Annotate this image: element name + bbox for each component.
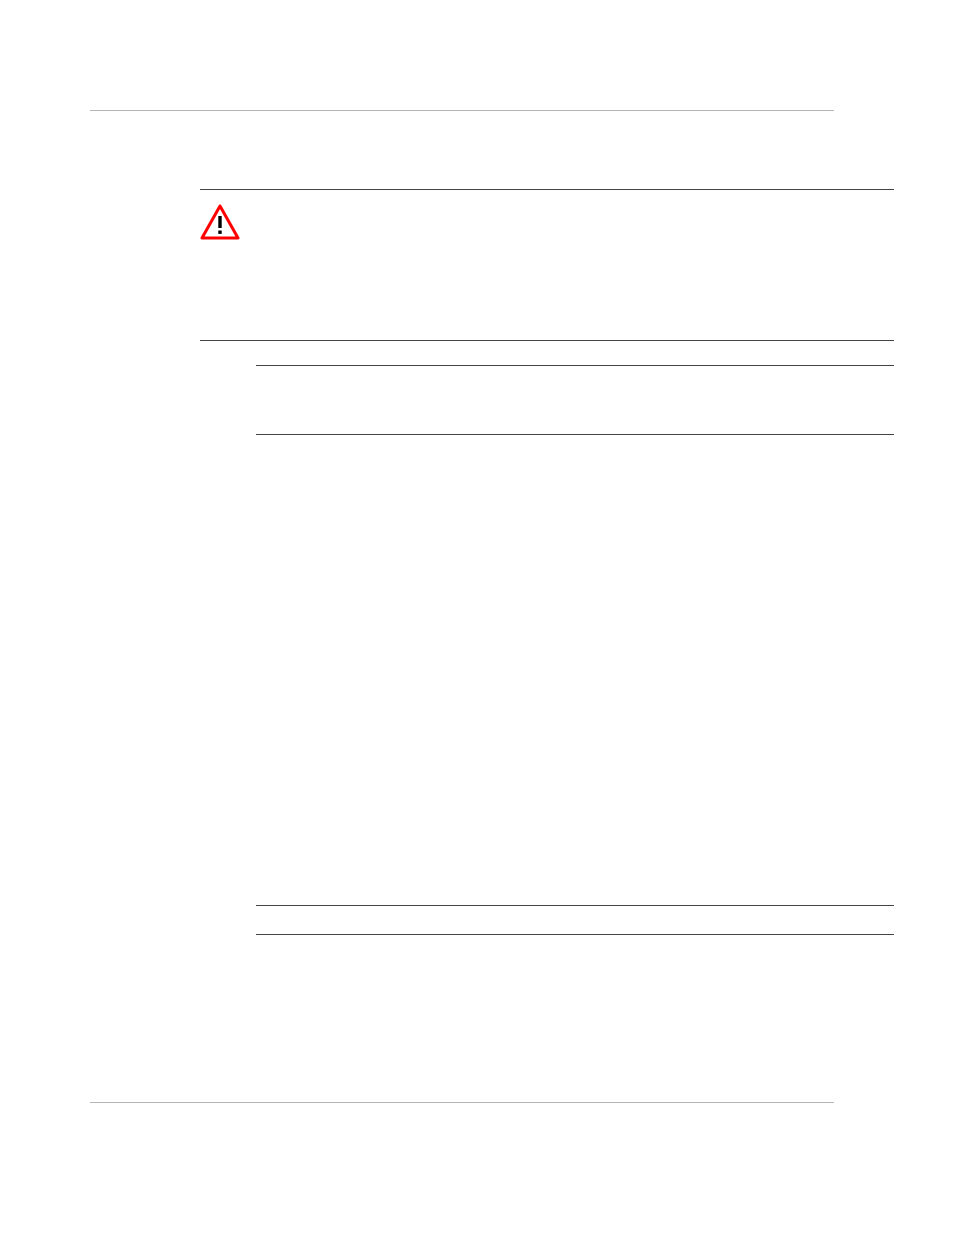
header-rule: [90, 110, 834, 111]
warning-callout: [200, 189, 894, 341]
warning-icon: [200, 200, 250, 240]
note-callout-2: [256, 905, 894, 935]
page-content-area: [90, 0, 834, 1235]
main-column: [200, 189, 894, 935]
footer-rule: [90, 1102, 834, 1103]
note-callout-1: [256, 365, 894, 435]
warning-text: [250, 200, 894, 330]
